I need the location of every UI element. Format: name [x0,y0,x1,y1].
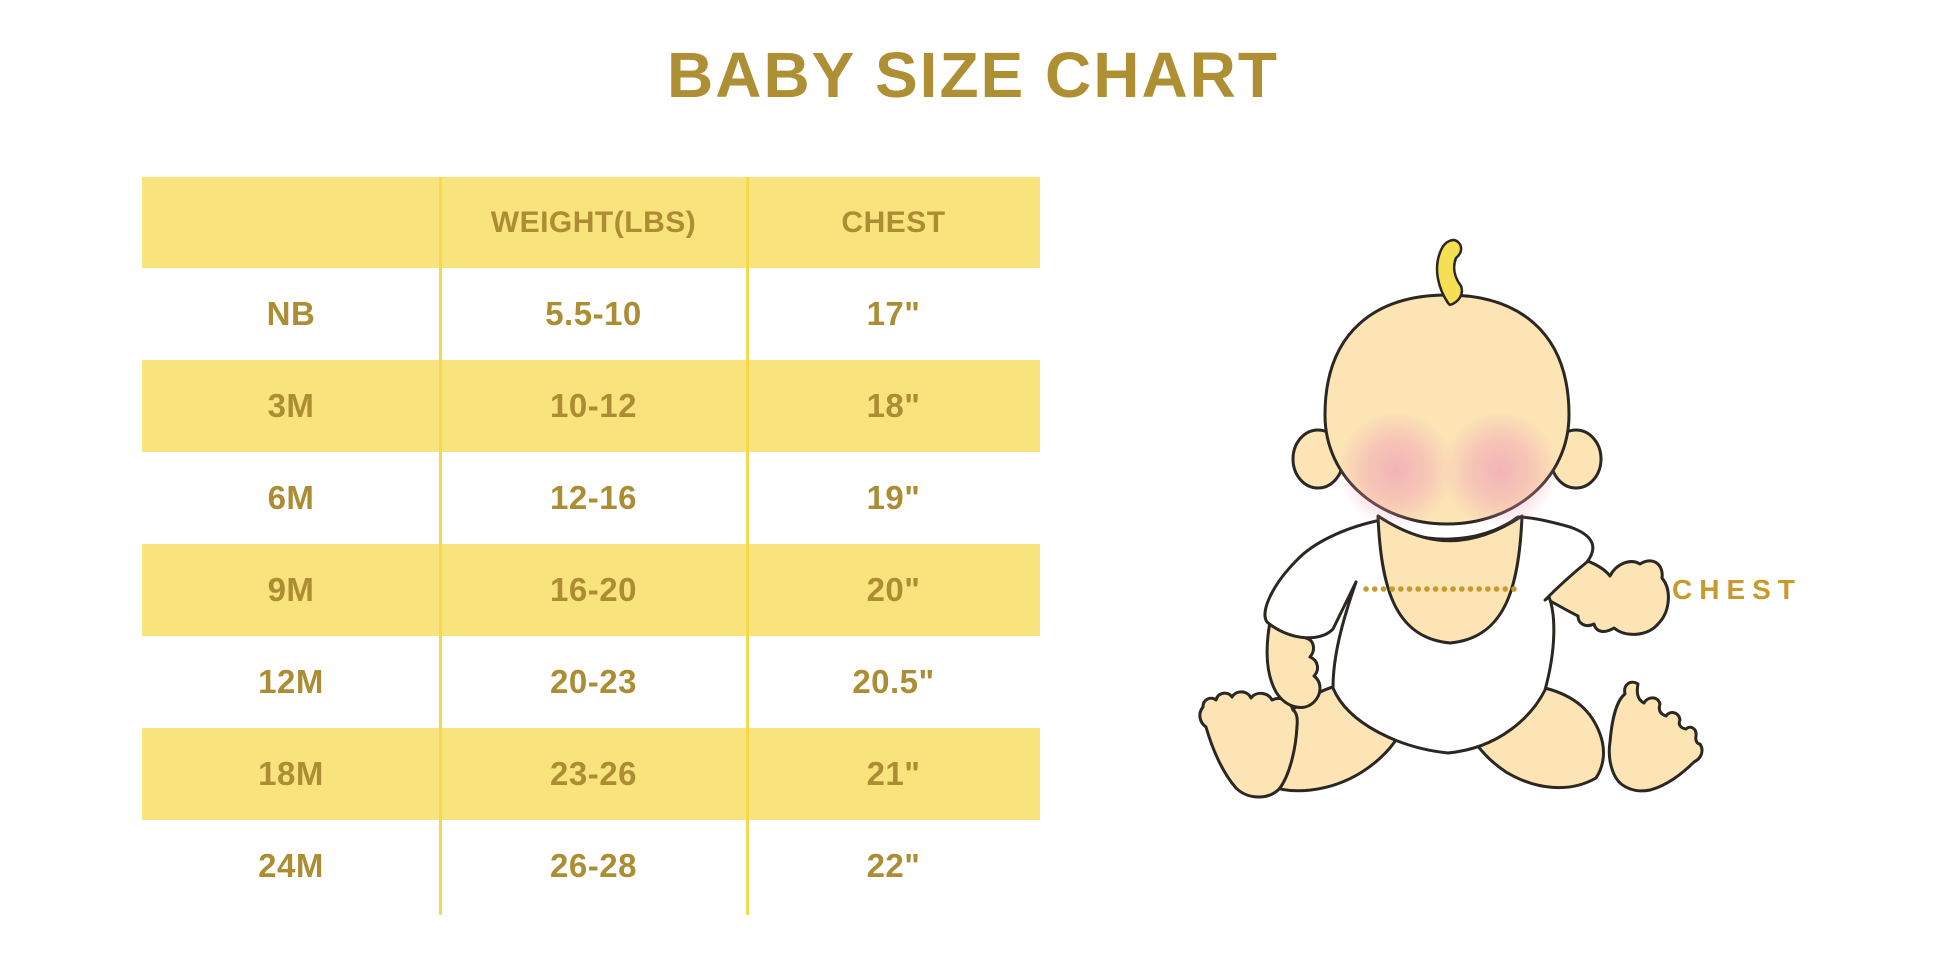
baby-left-cheek [1338,412,1454,528]
cell-weight: 10-12 [550,387,637,424]
cell-chest: 21" [866,755,921,792]
table-row: 9M 16-20 20" [142,544,1040,636]
table-row: 6M 12-16 19" [142,452,1040,544]
table-row: 24M 26-28 22" [142,820,1040,912]
table-row: NB 5.5-10 17" [142,268,1040,360]
baby-illustration-svg [1198,238,1704,799]
cell-size: 12M [258,663,324,700]
table-row: 18M 23-26 21" [142,728,1040,820]
column-divider [439,177,442,915]
column-divider [746,177,749,915]
cell-weight: 5.5-10 [545,295,642,332]
cell-size: 9M [267,571,315,608]
cell-weight: 23-26 [550,755,637,792]
baby-neck [1376,514,1524,645]
cell-size: 6M [267,479,315,516]
cell-chest: 22" [866,847,921,884]
cell-weight: 26-28 [550,847,637,884]
cell-size: 18M [258,755,324,792]
header-cell-chest: CHEST [841,205,946,239]
cell-chest: 20.5" [852,663,935,700]
header-cell-weight: WEIGHT(LBS) [490,205,697,239]
baby-right-cheek [1442,412,1558,528]
baby-hair-curl [1435,238,1464,307]
cell-size: NB [266,295,316,332]
baby-left-foot [1198,690,1299,799]
cell-weight: 20-23 [550,663,637,700]
cell-chest: 17" [866,295,921,332]
table-row: 12M 20-23 20.5" [142,636,1040,728]
cell-chest: 20" [866,571,921,608]
cell-weight: 16-20 [550,571,637,608]
table-row: 3M 10-12 18" [142,360,1040,452]
baby-right-arm-fist [1543,554,1670,636]
table-header-row: WEIGHT(LBS) CHEST [142,177,1040,268]
size-table: WEIGHT(LBS) CHEST NB 5.5-10 17" 3M 10-12… [142,177,1040,915]
baby-right-foot [1607,680,1704,793]
header-cell-size [142,177,440,268]
cell-size: 24M [258,847,324,884]
cell-size: 3M [267,387,315,424]
page-title: BABY SIZE CHART [667,39,1279,111]
cell-weight: 12-16 [550,479,637,516]
cell-chest: 19" [866,479,921,516]
chest-annotation-label: CHEST [1672,574,1802,605]
baby-illustration [1150,230,1910,890]
cell-chest: 18" [866,387,921,424]
